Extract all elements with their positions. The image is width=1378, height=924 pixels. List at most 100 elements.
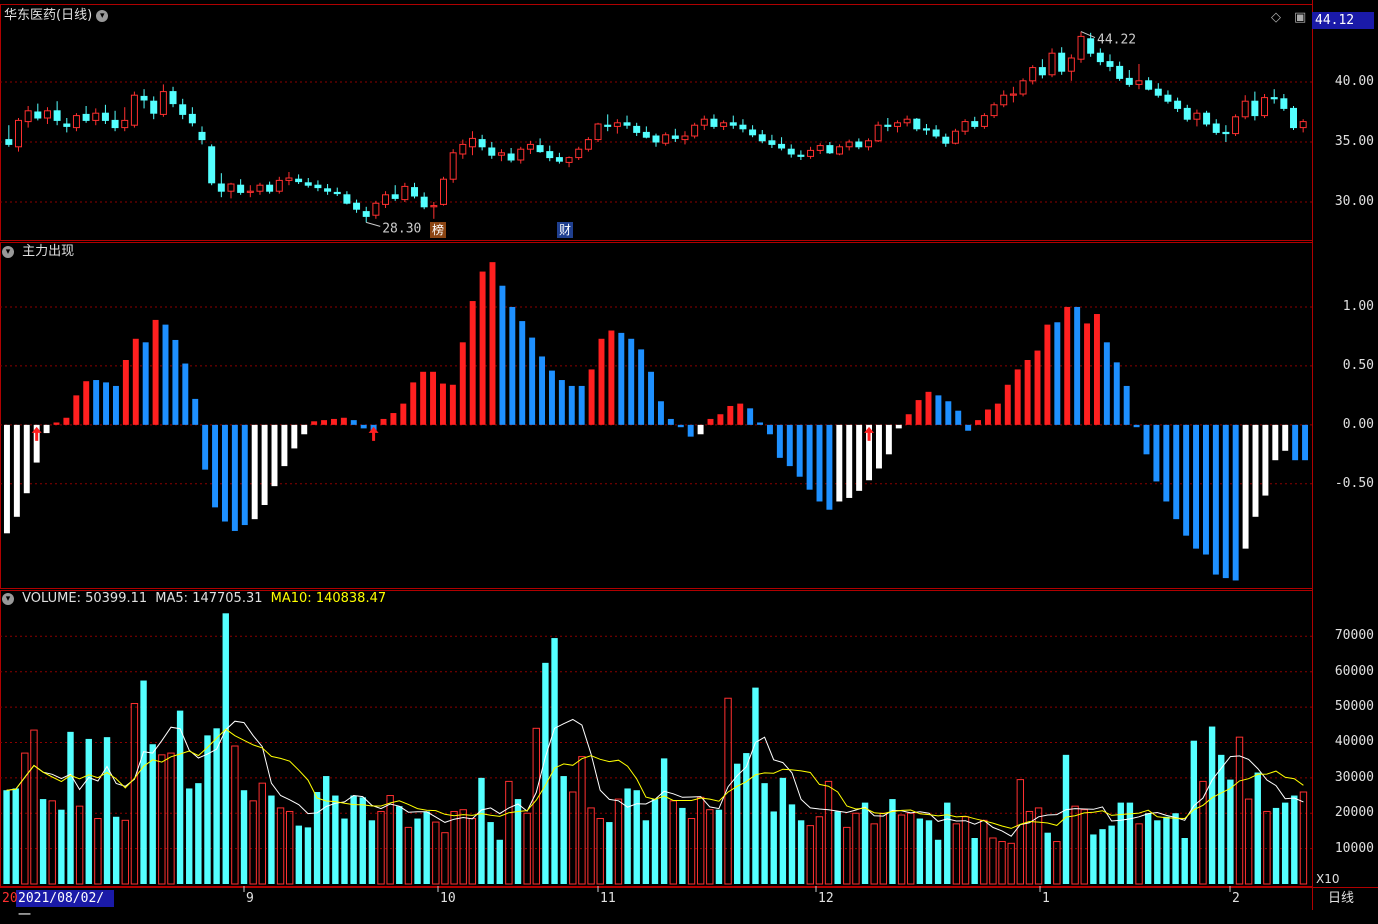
candle-body xyxy=(604,124,612,127)
candle-body xyxy=(14,119,22,148)
volume-bar xyxy=(85,738,92,884)
indicator-bar xyxy=(1084,323,1091,425)
candle-body xyxy=(382,194,390,205)
volume-bar xyxy=(12,788,19,884)
candle-body xyxy=(720,122,728,127)
period-button[interactable]: 日线 xyxy=(1328,891,1355,906)
volume-bar xyxy=(569,791,577,885)
candle-body xyxy=(990,104,998,117)
indicator-bar xyxy=(1202,424,1209,555)
candle-body xyxy=(787,148,795,155)
candle-body xyxy=(72,115,80,129)
candle-body xyxy=(565,157,573,163)
volume-bar xyxy=(724,697,732,885)
candle-body xyxy=(691,124,699,137)
volume-bar xyxy=(195,783,202,884)
candle-body xyxy=(797,154,805,157)
candle-body xyxy=(440,178,447,205)
candle-body xyxy=(488,147,496,156)
volume-bar xyxy=(295,825,303,884)
candle-body xyxy=(266,184,274,192)
indicator-bar xyxy=(489,262,496,425)
indicator-bar xyxy=(23,424,30,494)
volume-bar xyxy=(313,792,321,884)
volume-bar xyxy=(1281,802,1289,884)
indicator-bar xyxy=(231,424,238,531)
indicator-bar xyxy=(539,356,546,425)
indicator-bar xyxy=(816,424,823,502)
indicator-bar xyxy=(796,424,803,477)
badge-cai[interactable]: 财 xyxy=(557,222,573,238)
indicator-bar xyxy=(1014,369,1021,425)
volume-bar xyxy=(186,788,193,884)
badge-bang[interactable]: 榜 xyxy=(430,222,446,238)
diamond-icon[interactable]: ◇ xyxy=(1271,10,1281,25)
volume-bar xyxy=(752,687,759,884)
indicator-menu-icon[interactable]: ▾ xyxy=(2,245,14,258)
volume-bar xyxy=(1034,807,1043,885)
volume-bar xyxy=(204,735,211,884)
indicator-bar xyxy=(1103,342,1110,425)
volume-bar xyxy=(633,790,640,884)
volume-tick-label: 30000 xyxy=(1334,769,1374,785)
candle-body xyxy=(256,184,264,192)
volume-bar xyxy=(514,799,522,884)
indicator-bar xyxy=(251,424,258,520)
candle-body xyxy=(681,135,689,141)
candle-body xyxy=(807,149,815,157)
indicator-bar xyxy=(13,424,20,517)
indicator-bar xyxy=(915,400,922,425)
volume-bar xyxy=(176,710,184,884)
indicator-bar xyxy=(469,301,476,425)
candle-body xyxy=(758,134,766,142)
volume-bar xyxy=(386,795,394,885)
volume-label: VOLUME: xyxy=(22,591,81,606)
candle-body xyxy=(198,131,206,141)
window-icon[interactable]: ▣ xyxy=(1294,10,1307,25)
volume-bar xyxy=(715,809,723,884)
candle-body xyxy=(121,119,129,129)
candle-body xyxy=(285,177,293,181)
candle-body xyxy=(507,153,515,161)
candle-body xyxy=(700,118,708,126)
chevron-down-icon[interactable]: ▾ xyxy=(96,9,109,22)
x-tick-label: 10 xyxy=(440,891,456,906)
indicator-bar xyxy=(1133,424,1140,428)
volume-tick-label: 20000 xyxy=(1334,805,1374,821)
volume-bar xyxy=(624,788,631,884)
volume-bar xyxy=(1126,802,1134,884)
indicator-bar xyxy=(122,360,129,425)
indicator-bar xyxy=(380,418,387,425)
indicator-bar xyxy=(628,338,635,425)
candle-body xyxy=(63,123,71,127)
candle-body xyxy=(1116,65,1124,79)
indicator-bar xyxy=(1074,306,1081,425)
candle-body xyxy=(855,141,863,148)
candle-body xyxy=(1222,131,1230,135)
candle-body xyxy=(1135,80,1143,85)
candle-body xyxy=(826,145,834,154)
volume-bar xyxy=(797,820,805,884)
candle-body xyxy=(227,183,235,192)
candle-body xyxy=(642,131,650,138)
volume-bar xyxy=(815,816,824,885)
indicator-bar xyxy=(311,421,318,425)
indicator-bar xyxy=(1222,424,1229,579)
volume-bar xyxy=(1144,813,1152,884)
indicator-bar xyxy=(955,410,962,425)
volume-menu-icon[interactable]: ▾ xyxy=(2,592,14,605)
indicator-bar xyxy=(519,321,526,425)
candle-body xyxy=(401,185,409,201)
x-tick-label: 2 xyxy=(1232,891,1240,906)
indicator-bar xyxy=(638,349,645,425)
indicator-bar xyxy=(83,381,90,425)
volume-bar xyxy=(58,809,65,884)
indicator-tick-label: 0.50 xyxy=(1342,357,1374,373)
volume-bar xyxy=(660,758,668,884)
indicator-bar xyxy=(856,424,863,491)
volume-bar xyxy=(761,783,768,884)
candle-body xyxy=(1251,100,1259,117)
candle-body xyxy=(179,104,187,115)
indicator-bar xyxy=(558,380,565,425)
